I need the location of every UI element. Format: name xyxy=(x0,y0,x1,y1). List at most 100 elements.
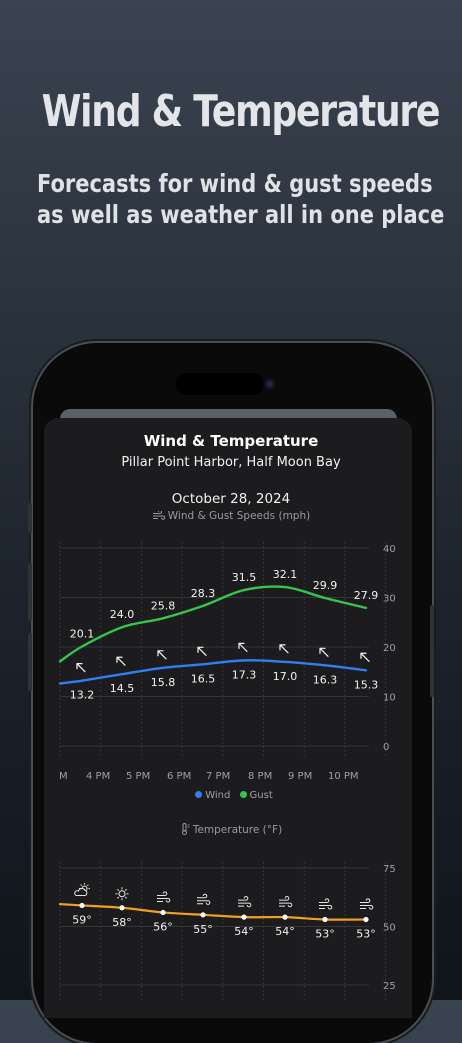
gust-data-label: 32.1 xyxy=(273,568,298,581)
arrow-stroke xyxy=(197,646,207,656)
arrow-stroke xyxy=(157,650,167,660)
camera-icon xyxy=(263,377,277,391)
arrow-stroke xyxy=(360,652,370,662)
wind-stroke xyxy=(360,898,374,910)
wind-chart-label: Wind & Gust Speeds (mph) xyxy=(0,509,462,522)
gust-data-label: 28.3 xyxy=(191,587,216,600)
wind-stroke xyxy=(279,896,293,908)
temperature-data-label: 53° xyxy=(356,927,376,940)
arrow-northwest-icon xyxy=(279,644,289,654)
temperature-data-label: 59° xyxy=(72,913,92,926)
sun-ray xyxy=(117,896,120,899)
wind-icon xyxy=(279,896,293,908)
y-tick-label: 30 xyxy=(383,594,396,605)
sun-core xyxy=(118,890,126,898)
hero-subtitle-line1: Forecasts for wind & gust speeds xyxy=(36,169,433,198)
gust-data-label: 24.0 xyxy=(110,608,135,621)
temperature-point xyxy=(119,905,125,911)
temperature-data-label: 55° xyxy=(193,923,213,936)
arrow-northwest-icon xyxy=(116,656,126,666)
gust-data-label: 25.8 xyxy=(151,599,176,612)
temperature-point xyxy=(282,914,288,920)
x-tick-label: 7 PM xyxy=(206,771,230,782)
legend-wind-swatch xyxy=(195,791,203,798)
y-tick-label: 20 xyxy=(383,643,396,654)
temperature-data-label: 58° xyxy=(112,916,132,929)
temperature-chart-label: Temperature (°F) xyxy=(0,823,462,836)
wind-chart-label-text: Wind & Gust Speeds (mph) xyxy=(167,510,311,522)
hero-subtitle-line2: as well as weather all in one place xyxy=(36,200,445,229)
sun-ray xyxy=(80,884,83,886)
legend-gust: Gust xyxy=(249,790,273,801)
cloud-shape xyxy=(74,888,88,896)
phone-silent-switch xyxy=(28,503,32,533)
partly-cloudy-icon xyxy=(74,882,90,896)
gust-data-label: 31.5 xyxy=(232,571,257,584)
wind-data-label: 16.5 xyxy=(191,672,216,685)
temperature-point xyxy=(363,916,369,923)
sun-ray xyxy=(124,896,127,899)
gust-data-label: 27.9 xyxy=(354,589,379,602)
gust-line xyxy=(58,585,368,663)
card-date: October 28, 2024 xyxy=(171,491,291,507)
arrow-northwest-icon xyxy=(238,642,248,652)
sun-ray xyxy=(117,888,120,891)
temperature-chart: 25 50 75 59° 58° 56° 55° 54° 54° 53° 53° xyxy=(58,862,396,1000)
y-tick-label: 10 xyxy=(383,693,396,704)
wind-icon xyxy=(152,509,165,520)
gust-data-label: 20.1 xyxy=(70,628,95,641)
wind-line xyxy=(58,659,368,685)
x-tick-label: 8 PM xyxy=(248,771,272,782)
card-title: Wind & Temperature xyxy=(143,432,319,450)
y-tick-label: 0 xyxy=(383,742,389,753)
temperature-data-label: 56° xyxy=(153,920,173,933)
wind-data-label: 13.2 xyxy=(70,689,95,702)
wind-data-label: 16.3 xyxy=(313,673,338,686)
wind-icon xyxy=(197,893,211,905)
wind-data-label: 15.3 xyxy=(354,678,379,691)
sun-icon xyxy=(115,887,129,901)
sun-ray xyxy=(86,884,89,886)
y-tick-label: 25 xyxy=(383,981,396,992)
y-tick-label: 50 xyxy=(383,923,396,934)
x-tick-label: 10 PM xyxy=(328,771,359,782)
wind-icon xyxy=(319,898,333,910)
temperature-data-label: 54° xyxy=(234,925,254,938)
wind-data-label: 17.0 xyxy=(273,670,298,683)
arrow-stroke xyxy=(319,647,329,657)
wind-icon xyxy=(157,891,171,903)
arrow-northwest-icon xyxy=(76,663,86,673)
dynamic-island xyxy=(176,373,264,395)
wind-stroke xyxy=(197,893,211,905)
sun-ray xyxy=(124,888,127,891)
x-tick-label: M xyxy=(59,771,68,782)
hero-title: Wind & Temperature xyxy=(41,86,441,137)
card-location: Pillar Point Harbor, Half Moon Bay xyxy=(121,455,341,470)
temperature-point xyxy=(200,912,206,918)
arrow-northwest-icon xyxy=(319,647,329,657)
arrow-stroke xyxy=(116,656,126,666)
arrow-stroke xyxy=(279,644,289,654)
arrow-northwest-icon xyxy=(197,646,207,656)
wind-data-label: 14.5 xyxy=(110,682,135,695)
temperature-point xyxy=(241,914,247,920)
x-tick-label: 5 PM xyxy=(126,771,150,782)
arrow-stroke xyxy=(76,663,86,673)
y-tick-label: 40 xyxy=(383,544,396,555)
arrow-northwest-icon xyxy=(360,652,370,662)
x-tick-label: 4 PM xyxy=(86,771,110,782)
phone-volume-down xyxy=(28,633,32,691)
temperature-data-label: 53° xyxy=(315,927,335,940)
temperature-line xyxy=(58,903,368,921)
temperature-chart-label-text: Temperature (°F) xyxy=(192,824,283,836)
wind-icon xyxy=(238,896,252,908)
phone-volume-up xyxy=(28,563,32,621)
legend-wind: Wind xyxy=(205,790,231,801)
wind-data-label: 17.3 xyxy=(232,668,257,681)
wind-icon xyxy=(360,898,374,910)
legend-gust-swatch xyxy=(239,791,247,798)
wind-chart: 0 10 20 30 40 M 4 PM 5 PM 6 PM 7 PM 8 PM 9 PM 10 PM 2… xyxy=(58,542,396,782)
phone-power-button xyxy=(430,605,434,697)
temperature-point xyxy=(322,916,328,923)
forecast-card[interactable] xyxy=(44,418,412,1018)
